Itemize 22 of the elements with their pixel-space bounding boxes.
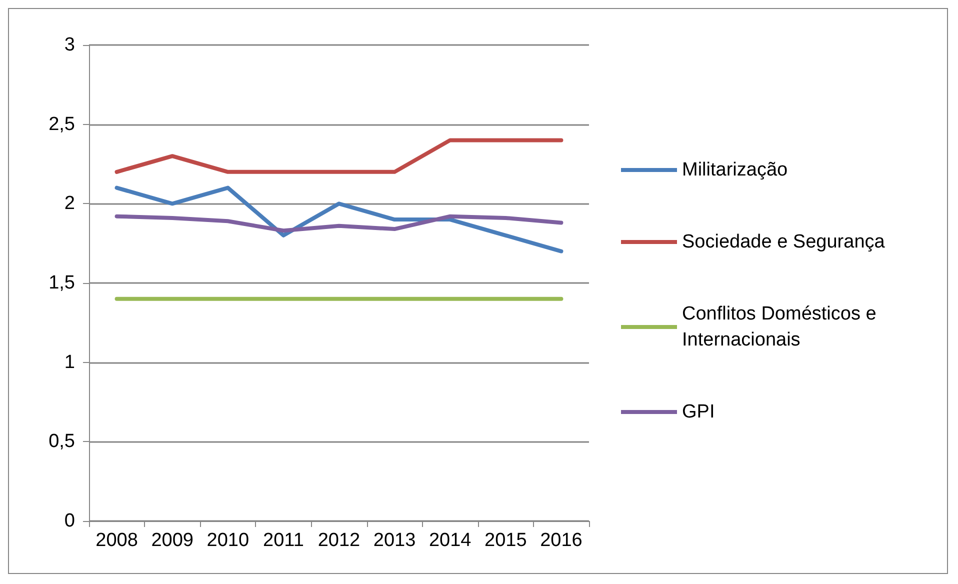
y-tick-label: 1 xyxy=(64,352,75,373)
legend-label: Conflitos Domésticos e Internacionais xyxy=(682,304,882,350)
y-tick-label: 3 xyxy=(64,34,75,56)
legend-label: Militarização xyxy=(682,160,788,180)
y-tick-label: 2 xyxy=(64,193,75,214)
x-tick-label: 2010 xyxy=(206,530,250,551)
legend-label: Sociedade e Segurança xyxy=(682,232,886,252)
x-tick-label: 2015 xyxy=(484,530,527,551)
line-series xyxy=(114,186,564,254)
y-tick-label: 0,5 xyxy=(48,431,75,452)
y-tick-label: 2,5 xyxy=(48,114,75,135)
x-tick-label: 2016 xyxy=(540,530,582,551)
x-tick-label: 2013 xyxy=(373,530,416,551)
x-tick-label: 2009 xyxy=(151,530,194,551)
x-tick-label: 2011 xyxy=(263,530,304,551)
legend-label: GPI xyxy=(682,402,715,422)
line-series xyxy=(114,214,564,233)
x-tick-label: 2014 xyxy=(428,530,472,551)
y-tick-label: 1,5 xyxy=(48,272,75,294)
x-tick-label: 2008 xyxy=(96,530,138,551)
y-tick-label: 0 xyxy=(64,510,75,532)
x-tick-label: 2012 xyxy=(318,530,360,551)
